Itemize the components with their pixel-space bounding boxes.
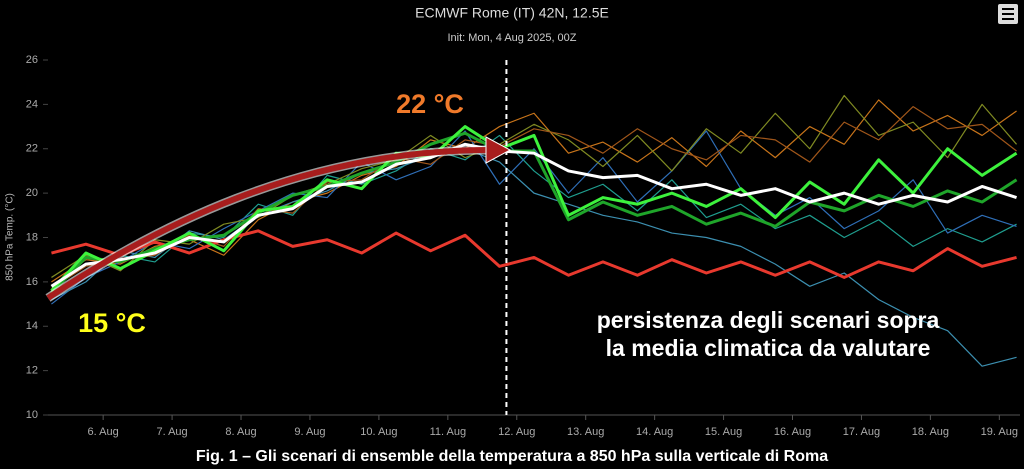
arrow-halo	[45, 145, 491, 302]
y-tick-label: 26	[26, 54, 38, 66]
arrow-head	[485, 136, 512, 164]
chart-title: ECMWF Rome (IT) 42N, 12.5E	[415, 5, 609, 21]
annotation: 22 °C	[396, 89, 464, 119]
x-tick-label: 7. Aug	[156, 426, 187, 438]
x-tick-label: 9. Aug	[294, 426, 325, 438]
x-tick-label: 8. Aug	[225, 426, 256, 438]
x-tick-label: 6. Aug	[88, 426, 119, 438]
y-tick-label: 14	[26, 320, 38, 332]
menu-button[interactable]	[998, 4, 1018, 24]
y-tick-label: 20	[26, 187, 38, 199]
series-line	[51, 99, 1017, 283]
x-tick-label: 15. Aug	[705, 426, 742, 438]
series-line	[50, 131, 1018, 295]
x-tick-label: 13. Aug	[567, 426, 604, 438]
y-tick-label: 12	[26, 365, 38, 377]
caption: Fig. 1 – Gli scenari di ensemble della t…	[196, 448, 828, 465]
menu-icon[interactable]	[1002, 8, 1014, 20]
annotation: la media climatica da valutare	[606, 335, 931, 361]
x-tick-label: 14. Aug	[636, 426, 673, 438]
y-axis-title: 850 hPa Temp. (°C)	[5, 193, 16, 281]
x-tick-label: 18. Aug	[912, 426, 949, 438]
trend-arrow	[45, 136, 512, 302]
x-tick-label: 11. Aug	[430, 426, 467, 438]
x-tick-label: 17. Aug	[843, 426, 880, 438]
annotation: 15 °C	[78, 308, 146, 338]
y-tick-label: 16	[26, 276, 38, 288]
arrow-body	[46, 147, 491, 301]
series-line	[50, 142, 1018, 288]
x-tick-label: 12. Aug	[498, 426, 535, 438]
y-tick-label: 18	[26, 231, 38, 243]
x-tick-label: 10. Aug	[360, 426, 397, 438]
y-tick-label: 24	[26, 98, 38, 110]
plot: 10 12 14 16 18 20 22 24 26 6. Aug 7. Aug 8. Aug 9. A…	[26, 54, 1020, 438]
annotation: persistenza degli scenari sopra	[597, 307, 940, 333]
x-tick-label: 19. Aug	[981, 426, 1018, 438]
series-line	[50, 125, 1018, 292]
x-tick-label: 16. Aug	[774, 426, 811, 438]
y-tick-label: 22	[26, 143, 38, 155]
series-line	[51, 94, 1018, 278]
chart-subtitle: Init: Mon, 4 Aug 2025, 00Z	[447, 32, 576, 44]
y-tick-label: 10	[26, 409, 38, 421]
